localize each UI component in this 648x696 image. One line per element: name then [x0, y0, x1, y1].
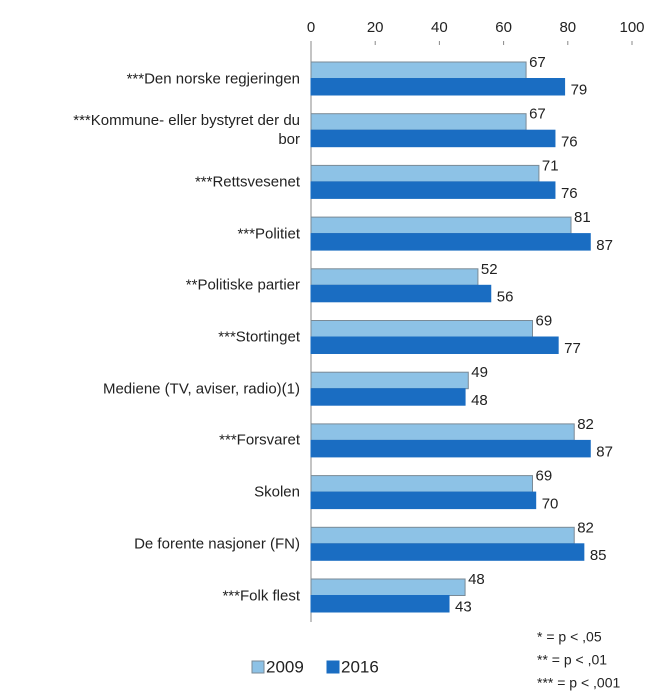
bar [310, 320, 533, 338]
note: *** = p < ,001 [537, 675, 621, 691]
value-label: 87 [596, 444, 613, 461]
x-tick-label: 80 [559, 19, 576, 36]
value-label: 87 [596, 237, 613, 254]
bar [310, 336, 559, 354]
bar [310, 61, 527, 79]
legend-swatch [326, 660, 340, 674]
category-label: ***Den norske regjeringen [126, 70, 300, 87]
category-label: ***Stortinget [218, 328, 300, 346]
value-label: 48 [471, 392, 488, 409]
bar [310, 475, 533, 493]
value-label: 77 [564, 340, 581, 357]
value-label: 70 [542, 495, 559, 512]
legend-label: 2009 [266, 657, 304, 676]
bar [310, 526, 575, 545]
category-label: ***Kommune- eller bystyret der du bor [73, 112, 300, 149]
value-label: 67 [529, 54, 546, 71]
value-label: 71 [542, 157, 559, 174]
category-label: ***Rettsvesenet [194, 173, 300, 191]
value-label: 69 [535, 468, 552, 485]
value-label: 52 [481, 261, 498, 278]
note: * = p < ,05 [537, 629, 602, 645]
value-label: 76 [561, 133, 578, 150]
value-label: 49 [471, 364, 488, 381]
x-tick-label: 20 [367, 19, 384, 36]
value-label: 82 [577, 416, 594, 433]
legend-swatch [251, 660, 265, 674]
bar [310, 181, 556, 199]
value-label: 56 [497, 289, 514, 306]
value-label: 79 [571, 82, 588, 99]
category-label: **Politiske partier [185, 276, 300, 294]
x-tick-label: 100 [619, 19, 644, 36]
value-label: 81 [574, 209, 591, 226]
bar [310, 595, 450, 613]
bar [310, 439, 591, 458]
bar [310, 164, 540, 183]
category-label: Skolen [254, 483, 300, 501]
bar [310, 268, 479, 286]
bar [310, 423, 575, 441]
bar [310, 543, 585, 561]
value-label: 85 [590, 547, 607, 564]
value-label: 82 [577, 519, 594, 536]
bar [310, 113, 527, 131]
value-label: 67 [529, 106, 546, 123]
category-label: ***Folk flest [222, 587, 300, 604]
bar [310, 129, 556, 148]
category-label: ***Forsvaret [219, 431, 300, 449]
bar [310, 233, 591, 251]
category-label: De forente nasjoner (FN) [134, 535, 300, 553]
bar [310, 388, 466, 406]
bar [310, 491, 537, 510]
bar [310, 78, 566, 96]
value-label: 76 [561, 185, 578, 202]
note: ** = p < ,01 [537, 652, 607, 668]
bar [310, 284, 492, 303]
legend-label: 2016 [341, 657, 379, 676]
x-tick-label: 40 [431, 19, 448, 36]
bar [310, 371, 469, 390]
value-label: 43 [455, 599, 472, 616]
value-label: 69 [535, 312, 552, 329]
value-label: 48 [468, 571, 485, 588]
x-tick-label: 60 [495, 19, 512, 36]
category-label: ***Politiet [237, 225, 300, 243]
x-tick-label: 0 [307, 19, 315, 36]
bar [310, 578, 466, 596]
category-label: Mediene (TV, aviser, radio)(1) [102, 380, 300, 398]
bar [310, 216, 572, 235]
